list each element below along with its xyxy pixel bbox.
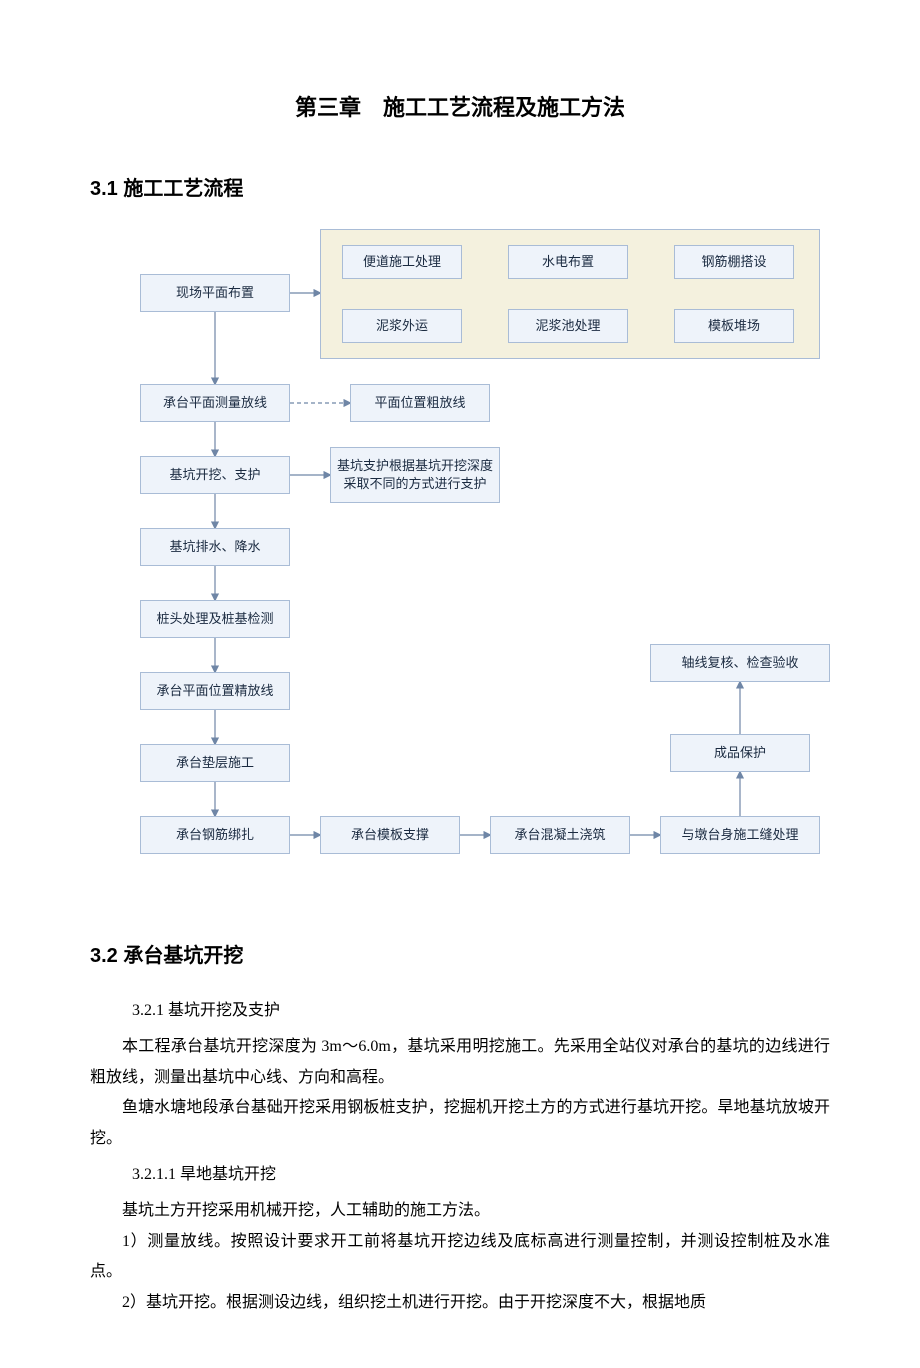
paragraph: 2）基坑开挖。根据测设边线，组织挖土机进行开挖。由于开挖深度不大，根据地质 <box>90 1288 830 1318</box>
paragraph: 本工程承台基坑开挖深度为 3m～6.0m，基坑采用明挖施工。先采用全站仪对承台的… <box>90 1032 830 1093</box>
flow-group-6: 模板堆场 <box>674 309 794 343</box>
flow-main-3: 基坑开挖、支护 <box>140 456 290 494</box>
flow-right-2: 轴线复核、检查验收 <box>650 644 830 682</box>
paragraph: 基坑土方开挖采用机械开挖，人工辅助的施工方法。 <box>90 1196 830 1226</box>
paragraph: 鱼塘水塘地段承台基础开挖采用钢板桩支护，挖掘机开挖土方的方式进行基坑开挖。旱地基… <box>90 1093 830 1154</box>
flow-main-4: 基坑排水、降水 <box>140 528 290 566</box>
flow-bottom-3: 与墩台身施工缝处理 <box>660 816 820 854</box>
flow-bottom-1: 承台模板支撑 <box>320 816 460 854</box>
flow-group-3: 钢筋棚搭设 <box>674 245 794 279</box>
flow-main-2: 承台平面测量放线 <box>140 384 290 422</box>
flow-bottom-2: 承台混凝土浇筑 <box>490 816 630 854</box>
subsection-3-2-1-title: 3.2.1 基坑开挖及支护 <box>132 996 830 1026</box>
paragraph: 1）测量放线。按照设计要求开工前将基坑开挖边线及底标高进行测量控制，并测设控制桩… <box>90 1227 830 1288</box>
flow-main-8: 承台钢筋绑扎 <box>140 816 290 854</box>
flow-group-5: 泥浆池处理 <box>508 309 628 343</box>
flow-group-2: 水电布置 <box>508 245 628 279</box>
flow-main-1: 现场平面布置 <box>140 274 290 312</box>
subsection-3-2-1-1-title: 3.2.1.1 旱地基坑开挖 <box>132 1160 830 1190</box>
flow-side-1: 平面位置粗放线 <box>350 384 490 422</box>
flow-main-7: 承台垫层施工 <box>140 744 290 782</box>
flow-side-2: 基坑支护根据基坑开挖深度采取不同的方式进行支护 <box>330 447 500 503</box>
flow-group-4: 泥浆外运 <box>342 309 462 343</box>
section-3-1-title: 3.1 施工工艺流程 <box>90 172 830 201</box>
flow-group-1: 便道施工处理 <box>342 245 462 279</box>
flow-main-6: 承台平面位置精放线 <box>140 672 290 710</box>
section-3-2-title: 3.2 承台基坑开挖 <box>90 939 830 968</box>
flow-main-5: 桩头处理及桩基检测 <box>140 600 290 638</box>
flow-right-1: 成品保护 <box>670 734 810 772</box>
chapter-title: 第三章 施工工艺流程及施工方法 <box>90 90 830 122</box>
process-flowchart: 现场平面布置承台平面测量放线基坑开挖、支护基坑排水、降水桩头处理及桩基检测承台平… <box>90 229 830 909</box>
